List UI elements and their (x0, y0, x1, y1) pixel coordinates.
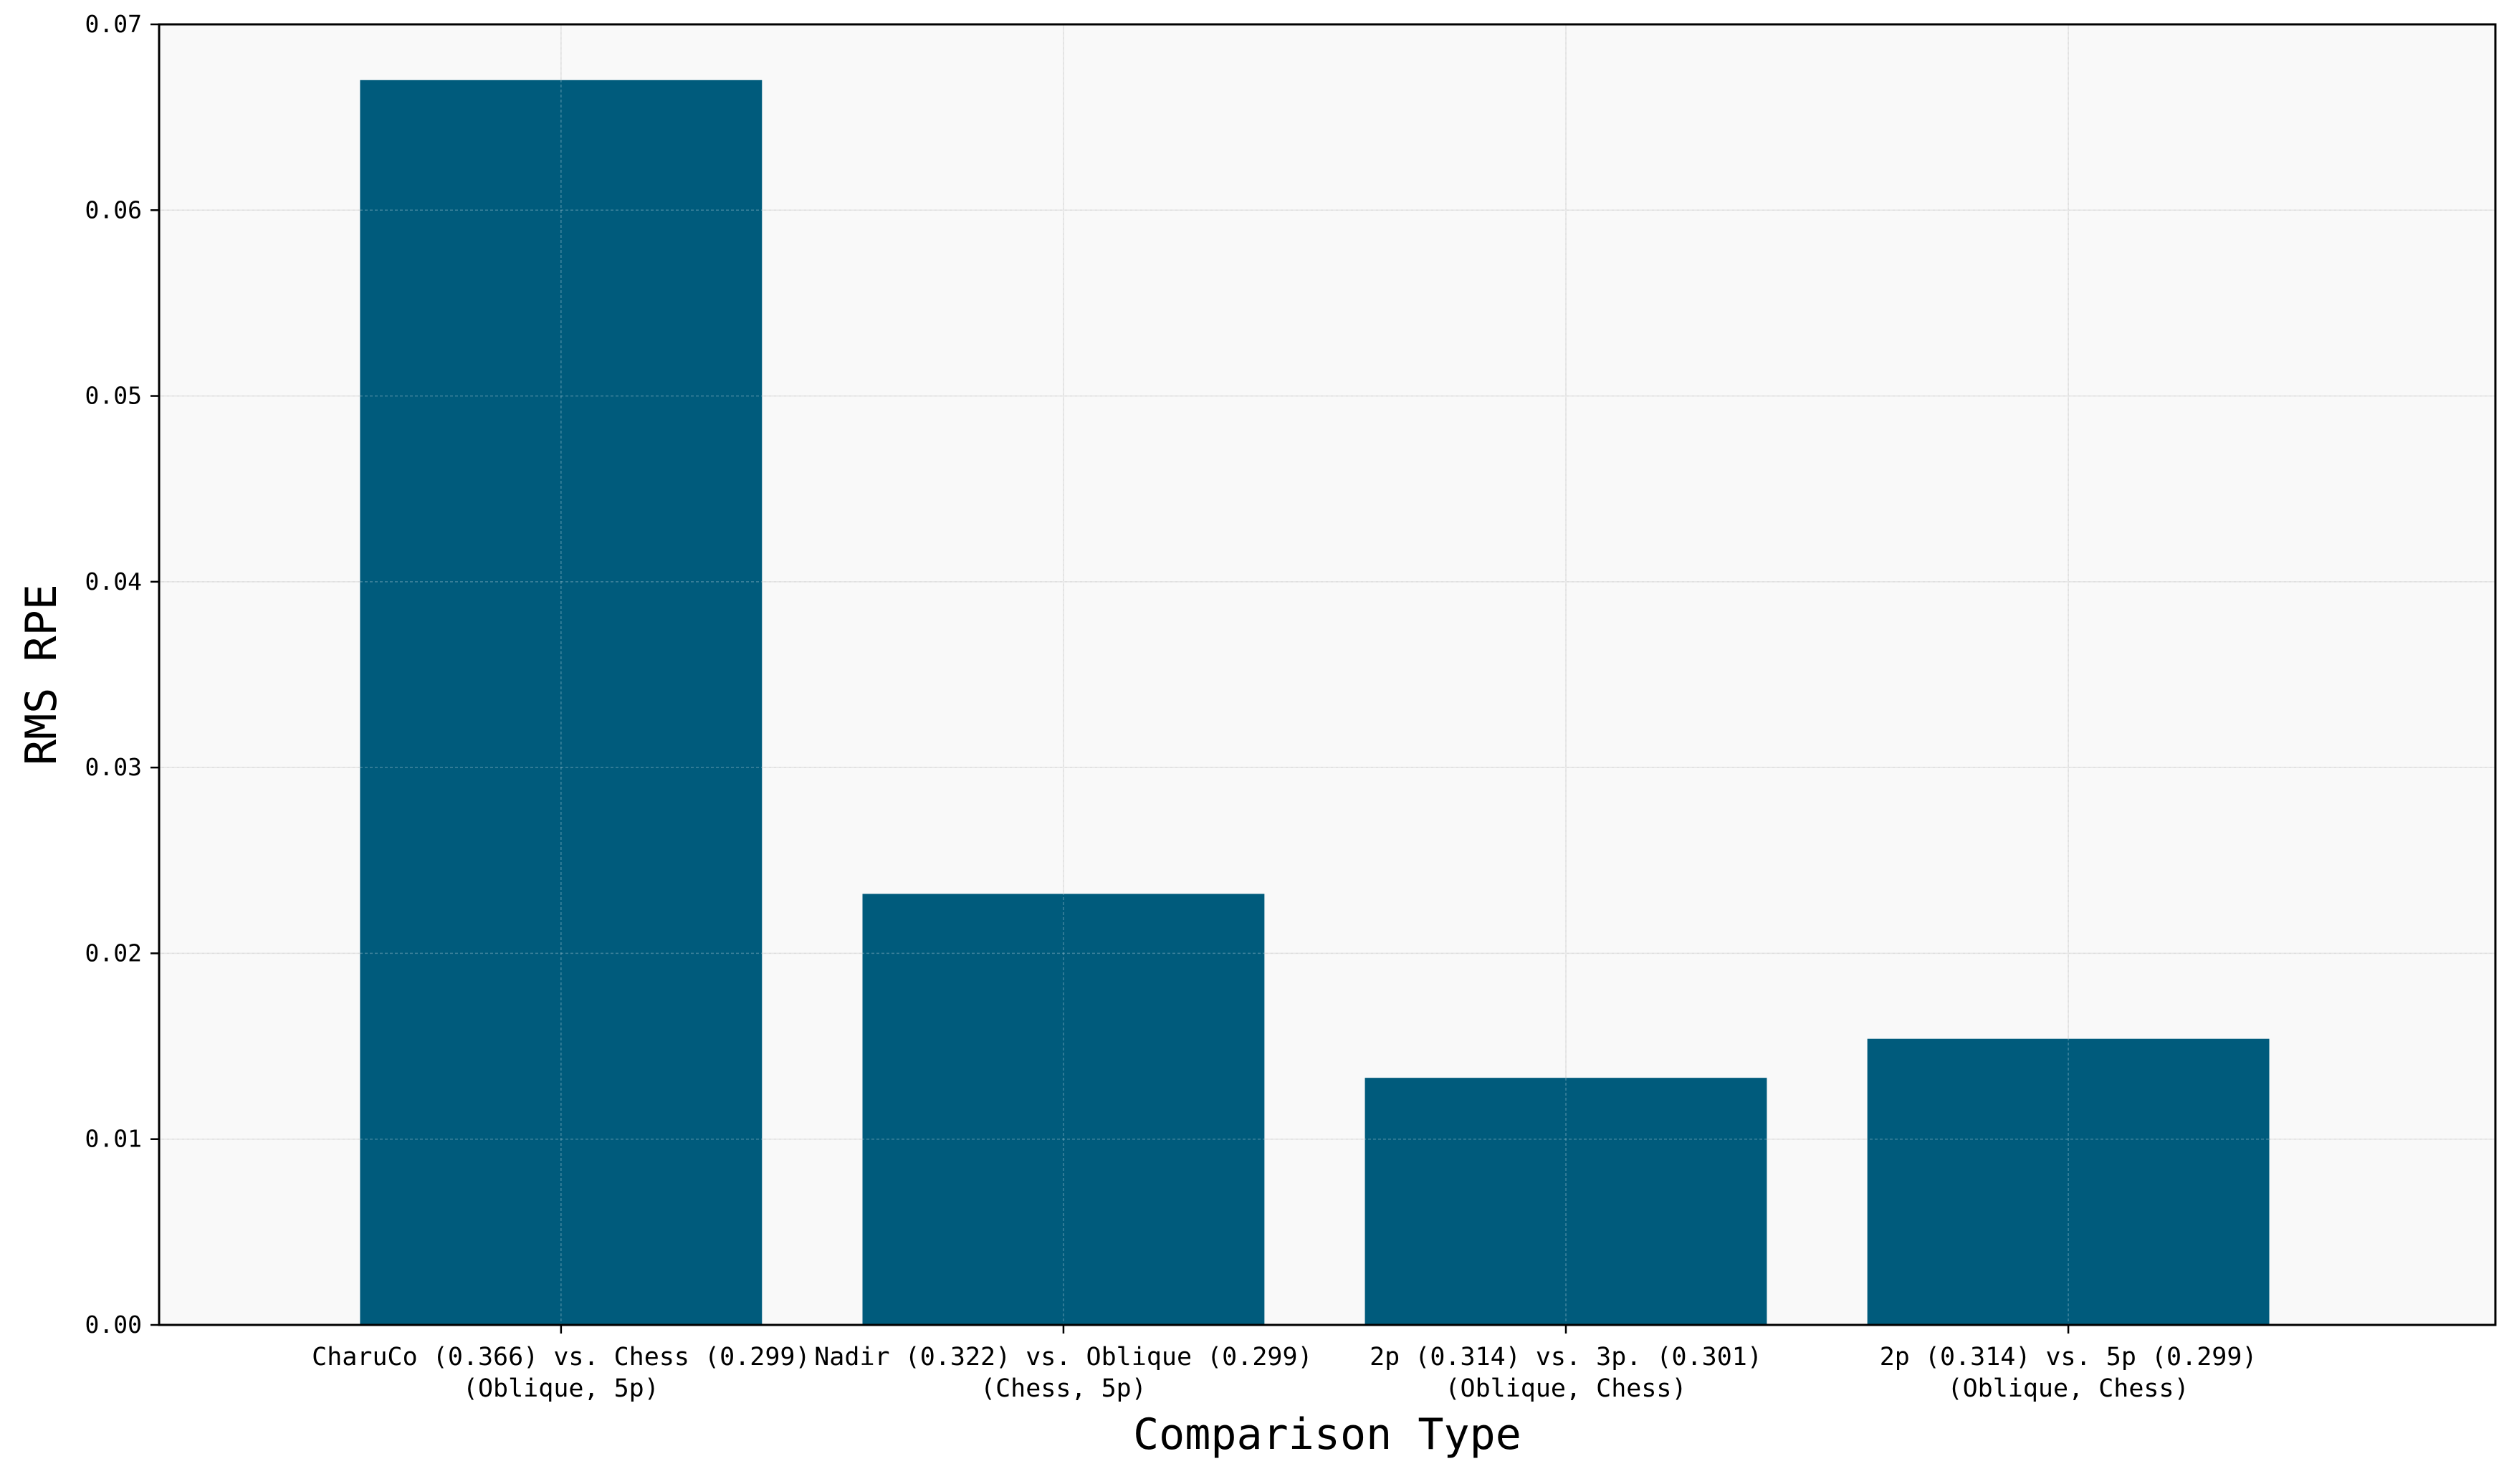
bars (360, 80, 2270, 1325)
x-tick-label: Nadir (0.322) vs. Oblique (0.299) (814, 1343, 1312, 1371)
y-tick-label: 0.06 (85, 196, 142, 224)
x-axis-label: Comparison Type (1133, 1409, 1521, 1460)
y-tick-label: 0.01 (85, 1125, 142, 1153)
x-tick-label: (Chess, 5p) (980, 1374, 1147, 1403)
x-tick-label: 2p (0.314) vs. 3p. (0.301) (1370, 1343, 1762, 1371)
x-tick-label: 2p (0.314) vs. 5p (0.299) (1880, 1343, 2257, 1371)
bar (360, 80, 763, 1325)
bar (862, 894, 1265, 1325)
y-tick-label: 0.04 (85, 568, 142, 595)
x-tick-label: (Oblique, Chess) (1445, 1374, 1686, 1403)
y-tick-label: 0.07 (85, 10, 142, 38)
x-tick-label: (Oblique, Chess) (1948, 1374, 2189, 1403)
y-tick-label: 0.00 (85, 1311, 142, 1339)
axis-ticks: 0.00 0.01 0.02 0.03 0.04 0.05 0.06 0.07 CharuCo … (85, 10, 2257, 1403)
plot-frame (158, 23, 2497, 1326)
bar (1867, 1038, 2270, 1325)
x-tick-label: (Oblique, 5p) (463, 1374, 659, 1403)
y-tick-label: 0.03 (85, 753, 142, 781)
y-axis-label: RMS RPE (16, 584, 67, 765)
bar (1364, 1078, 1767, 1325)
x-tick-label: CharuCo (0.366) vs. Chess (0.299) (312, 1343, 810, 1371)
y-tick-label: 0.05 (85, 382, 142, 410)
y-tick-label: 0.02 (85, 939, 142, 967)
